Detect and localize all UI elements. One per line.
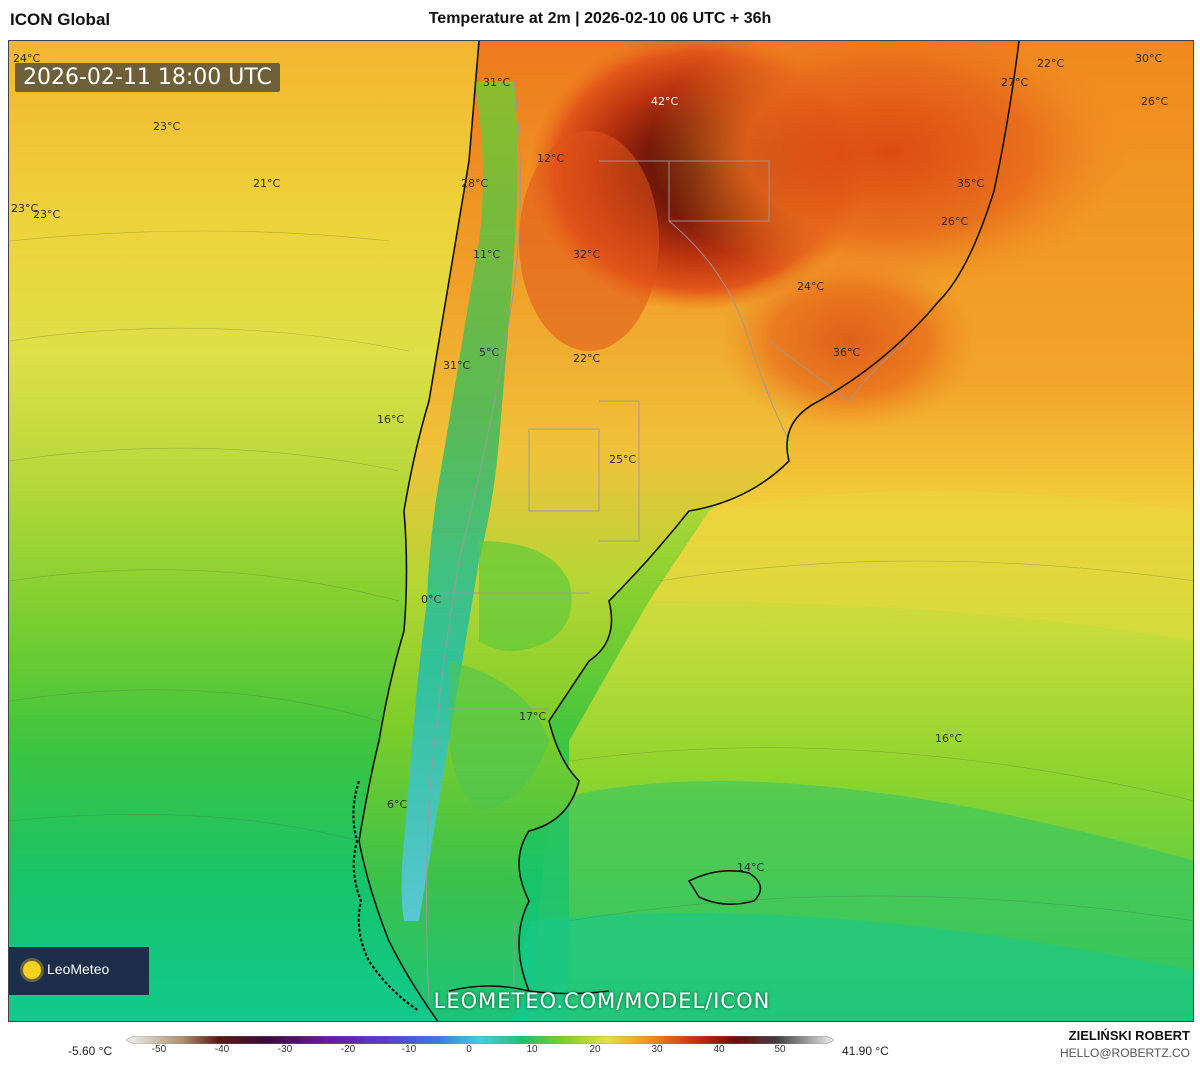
temp-label: 23°C: [153, 120, 181, 133]
temp-label: 31°C: [483, 76, 511, 89]
sun-icon: [23, 961, 41, 979]
temp-label: 24°C: [13, 52, 41, 65]
temp-label: 24°C: [797, 280, 825, 293]
scale-tick: 20: [589, 1044, 601, 1055]
author-credit: ZIELIŃSKI ROBERT: [1068, 1028, 1190, 1043]
color-scale-bar: [126, 1036, 834, 1044]
temp-label: 14°C: [737, 861, 765, 874]
temp-label: 30°C: [1135, 52, 1163, 65]
scale-ticks: -50 -40 -30 -20 -10 0 10 20 30 40 50: [0, 1044, 1200, 1064]
logo-text: LeoMeteo: [47, 961, 110, 977]
temp-label: 23°C: [11, 202, 39, 215]
scale-tick: -50: [151, 1044, 167, 1055]
footer: -5.60 °C -50: [0, 1022, 1200, 1066]
temp-label: 22°C: [1037, 57, 1065, 70]
temp-label: 28°C: [461, 177, 489, 190]
temp-label: 16°C: [377, 413, 405, 426]
scale-tick: 50: [774, 1044, 786, 1055]
temp-label: 27°C: [1001, 76, 1029, 89]
scale-tick: 0: [466, 1044, 472, 1055]
temp-label: 17°C: [519, 710, 547, 723]
scale-tick: -40: [214, 1044, 230, 1055]
leometeo-logo[interactable]: LeoMeteo: [9, 947, 149, 995]
scale-min-label: -5.60 °C: [68, 1044, 113, 1058]
temp-label: 21°C: [253, 177, 281, 190]
map-title: Temperature at 2m | 2026-02-10 06 UTC + …: [428, 10, 772, 27]
temp-label: 23°C: [33, 208, 61, 221]
temp-label: 31°C: [443, 359, 471, 372]
temp-label: 42°C: [651, 95, 679, 108]
temp-label: 22°C: [573, 352, 601, 365]
temperature-map[interactable]: 2026-02-11 18:00 UTC 24°C 31°C 42°C 22°C…: [8, 40, 1194, 1022]
temp-label: 25°C: [609, 453, 637, 466]
temp-label: 26°C: [1141, 95, 1169, 108]
scale-tick: -20: [340, 1044, 356, 1055]
scale-max-label: 41.90 °C: [842, 1044, 889, 1058]
temp-label: 6°C: [387, 798, 408, 811]
temp-label: 36°C: [833, 346, 861, 359]
temp-label: 11°C: [473, 248, 501, 261]
temp-label: 35°C: [957, 177, 985, 190]
scale-tick: -10: [401, 1044, 417, 1055]
scale-tick: -30: [277, 1044, 293, 1055]
temp-label: 0°C: [421, 593, 442, 606]
header: ICON Global Temperature at 2m | 2026-02-…: [0, 0, 1200, 40]
scale-tick: 30: [651, 1044, 663, 1055]
temp-label: 16°C: [935, 732, 963, 745]
temp-label: 12°C: [537, 152, 565, 165]
temp-label: 5°C: [479, 346, 500, 359]
model-name: ICON Global: [10, 10, 111, 29]
temperature-field: [9, 41, 1193, 1021]
valid-time-badge: 2026-02-11 18:00 UTC: [15, 63, 280, 92]
temp-label: 26°C: [941, 215, 969, 228]
scale-tick: 10: [526, 1044, 538, 1055]
watermark-url: LEOMETEO.COM/MODEL/ICON: [433, 989, 771, 1013]
temp-label: 32°C: [573, 248, 601, 261]
scale-tick: 40: [713, 1044, 725, 1055]
contact-email[interactable]: HELLO@ROBERTZ.CO: [1060, 1046, 1190, 1060]
